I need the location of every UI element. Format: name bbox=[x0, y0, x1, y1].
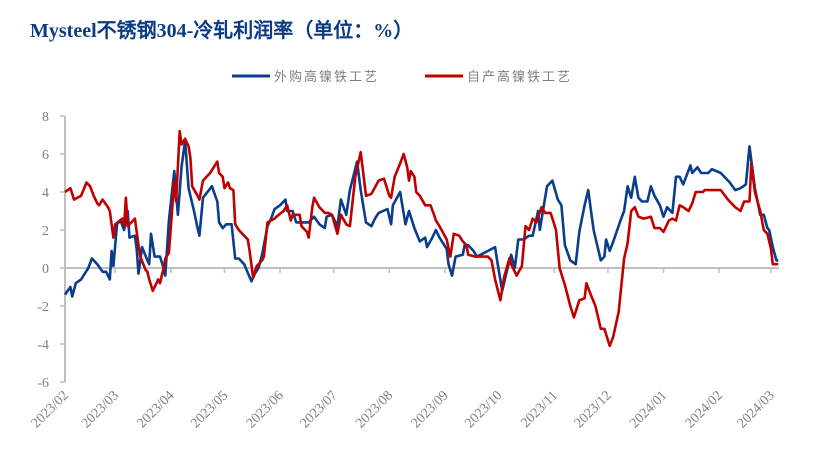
y-tick-label: -2 bbox=[37, 300, 49, 315]
x-tick-label: 2023/10 bbox=[462, 388, 505, 431]
x-tick-label: 2023/06 bbox=[244, 388, 287, 431]
x-tick-label: 2023/11 bbox=[518, 388, 561, 431]
legend-item-2: 自产高镍铁工艺 bbox=[425, 69, 572, 85]
x-tick-label: 2023/05 bbox=[188, 388, 231, 431]
y-tick-label: 4 bbox=[42, 186, 49, 201]
y-tick-label: 8 bbox=[42, 110, 49, 125]
y-tick-label: -6 bbox=[37, 376, 49, 391]
x-tick-label: 2023/07 bbox=[298, 388, 341, 431]
legend: 外购高镍铁工艺 自产高镍铁工艺 bbox=[232, 69, 572, 85]
x-tick-label: 2023/04 bbox=[134, 388, 177, 431]
legend-label: 外购高镍铁工艺 bbox=[274, 69, 379, 85]
x-tick-label: 2023/08 bbox=[353, 388, 396, 431]
x-tick-label: 2024/03 bbox=[735, 388, 778, 431]
y-tick-label: -4 bbox=[37, 338, 49, 353]
y-tick-label: 2 bbox=[42, 224, 49, 239]
x-tick-label: 2024/02 bbox=[683, 388, 726, 431]
legend-label: 自产高镍铁工艺 bbox=[467, 69, 572, 85]
series-lines bbox=[63, 129, 779, 348]
chart-title: Mysteel不锈钢304-冷轧利润率（单位：%） bbox=[30, 20, 414, 42]
legend-item-1: 外购高镍铁工艺 bbox=[232, 69, 379, 85]
x-tick-label: 2023/03 bbox=[79, 388, 122, 431]
series-line-2 bbox=[64, 129, 779, 348]
x-tick-label: 2023/12 bbox=[572, 388, 615, 431]
y-tick-label: 0 bbox=[42, 262, 49, 277]
x-tick-label: 2023/02 bbox=[29, 388, 72, 431]
y-tick-label: 6 bbox=[42, 148, 49, 163]
x-tick-label: 2023/09 bbox=[409, 388, 452, 431]
x-tick-label: 2024/01 bbox=[627, 388, 670, 431]
